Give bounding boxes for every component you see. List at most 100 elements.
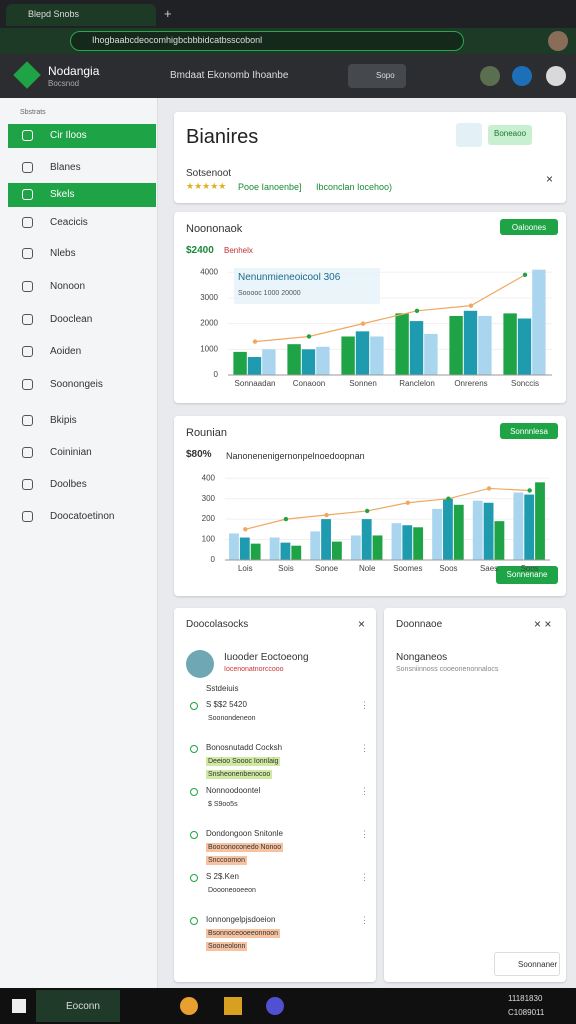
bar [494,521,505,560]
summary-link[interactable]: Pooe Ianoenbe] [238,182,302,192]
nav-item[interactable]: Nlebs [8,242,156,266]
nav-item[interactable]: Soonongeis [8,373,156,397]
trend-point [306,334,312,339]
nav-label: Nonoon [50,281,86,292]
annotation2: Sooooc 1000 20000 [238,290,301,297]
nav-item[interactable]: Coininian [8,441,156,465]
nav-item[interactable]: Bkipis [8,409,156,433]
search-button[interactable] [456,123,482,147]
nav-label: Soonongeis [50,379,103,390]
nav-item[interactable]: Cir Iloos [8,124,156,148]
item-more[interactable]: ⋮ [360,700,369,710]
item-title[interactable]: S $$2 5420 [206,700,247,709]
trend-point [486,486,492,491]
bar [409,321,424,375]
trend-point [527,488,532,493]
nav-label: Blanes [50,162,81,173]
trend-line [254,274,526,343]
brand: Nodangia [48,64,100,78]
task-app-text: Eoconn [66,1001,100,1012]
item-more[interactable]: ⋮ [360,915,369,925]
nav-icon [22,281,33,292]
item-more[interactable]: ⋮ [360,829,369,839]
bar [239,537,250,560]
url-box[interactable] [70,31,464,51]
summary-card: Bianires Boneaoo Sotsenoot ★★★★★ Pooe Ia… [174,112,566,203]
x-tick-label: Soomes [393,564,422,573]
y-tick-label: 2000 [200,319,218,328]
item-icon [190,702,198,710]
app-header: Nodangia Bocsnod Bmdaat Ekonomb Ihoanbe … [0,54,576,98]
task-icon[interactable] [180,997,198,1015]
nav-label: Aoiden [50,346,82,357]
y-tick-label: 400 [202,473,216,482]
nav-item[interactable]: Ceacicis [8,211,156,235]
bar [535,482,545,560]
item-detail: Deeioo Soooc Ionnlaig [206,757,281,766]
bar [449,315,463,375]
chart-button2[interactable]: Sonnenane [496,566,558,584]
taskbar: Eoconn 11181830 C1089011 [0,988,576,1024]
bar [524,494,535,560]
nav-item[interactable]: Blanes [8,156,156,180]
item-title[interactable]: Ionnongelpjsdoeion [206,915,276,924]
task-icon[interactable] [224,997,242,1015]
nav-item[interactable]: Dooclean [8,308,156,332]
header-button[interactable] [348,64,406,88]
x-tick-label: Sonnen [349,379,377,388]
avatar[interactable] [480,66,500,86]
bar [291,545,302,560]
close[interactable]: × × [534,617,552,631]
bar [370,336,384,375]
start[interactable] [12,999,26,1013]
chart-button[interactable]: Oaloones [500,219,558,235]
x-tick-label: Lois [238,564,253,573]
new-tab[interactable]: + [164,6,172,21]
nav-item[interactable]: Skels [8,183,156,207]
summary-button[interactable]: Boneaoo [488,125,532,145]
close[interactable]: × [358,617,366,631]
search[interactable]: Bmdaat Ekonomb Ihoanbe [170,70,289,81]
x-tick-label: Ranclelon [399,379,435,388]
nav-icon [22,217,33,228]
tab[interactable] [6,4,156,26]
bar [517,318,532,375]
item-tag: Snsheonenbenocoo [206,770,273,779]
item-more[interactable]: ⋮ [360,786,369,796]
trend-point [446,496,451,501]
notifications[interactable] [512,66,532,86]
tab-title: Blepd Snobs [28,9,80,19]
item-title[interactable]: Bonosnutadd Cocksh [206,743,283,752]
summary-link2[interactable]: Ibconclan Iocehoo) [316,182,393,192]
nav-item[interactable]: Nonoon [8,275,156,299]
y-tick-label: 0 [214,370,219,379]
item-more[interactable]: ⋮ [360,743,369,753]
trend-point [360,321,366,326]
bar [355,331,370,375]
task-app[interactable] [36,990,120,1022]
item-title[interactable]: Nonnoodoontel [206,786,261,795]
notes-button[interactable] [494,952,560,976]
x-tick-label: Soos [439,564,457,573]
item-more[interactable]: ⋮ [360,872,369,882]
item-title[interactable]: Dondongoon Snitonle [206,829,283,838]
nav-item[interactable]: Doocatoetinon [8,505,156,529]
nav-item[interactable]: Aoiden [8,340,156,364]
close[interactable]: × [546,172,554,186]
nav-label: Cir Iloos [50,130,87,141]
profile[interactable] [548,31,568,51]
nav-icon [22,189,33,200]
task-icon[interactable] [266,997,284,1015]
bar [350,535,361,560]
item-title[interactable]: S 2$.Ken [206,872,239,881]
x-tick-label: Sois [278,564,294,573]
nav-item[interactable]: Doolbes [8,473,156,497]
bar [310,531,321,560]
nav-icon [22,162,33,173]
chart-button[interactable]: Sonnnlesa [500,423,558,439]
user-avatar [186,650,214,678]
bar [287,344,301,375]
nav-icon [22,447,33,458]
user[interactable] [546,66,566,86]
